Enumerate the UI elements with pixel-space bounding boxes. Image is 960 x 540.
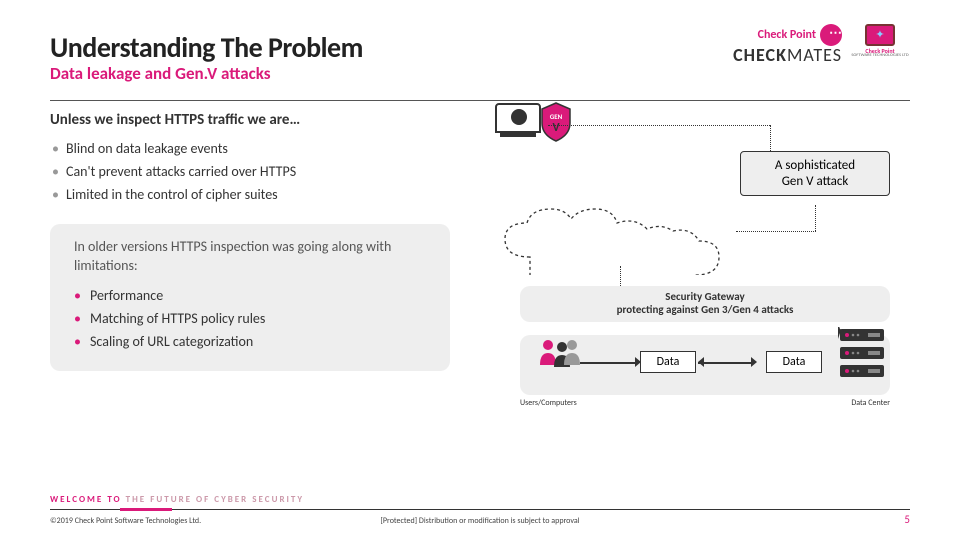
checkpoint-logo-sub: SOFTWARE TECHNOLOGIES LTD (850, 54, 910, 59)
bullet-list-1: Blind on data leakage events Can't preve… (52, 137, 450, 206)
checkmates-word1: CHECK (733, 44, 787, 66)
users-label: Users/Computers (520, 398, 577, 408)
arrowhead-2b (751, 357, 757, 367)
gateway-band: Security Gateway protecting against Gen … (520, 286, 890, 322)
lead-line: Unless we inspect HTTPS traffic we are… (50, 111, 450, 129)
page-number: 5 (904, 513, 910, 526)
attack-l2: Gen V attack (749, 174, 881, 190)
footer: WELCOME TO THE FUTURE OF CYBER SECURITY … (50, 494, 910, 526)
bullet2-a: Performance (74, 284, 432, 307)
bullet2-c: Scaling of URL categorization (74, 330, 432, 353)
diagram: GENV A sophisticated Gen V attack (460, 111, 910, 451)
cloud-icon (500, 207, 755, 275)
protected-note: [Protected] Distribution or modification… (380, 516, 579, 526)
slide-subtitle: Data leakage and Gen.V attacks (50, 63, 363, 84)
checkpoint-logo: Check Point SOFTWARE TECHNOLOGIES LTD (850, 24, 910, 59)
arrow-users-data (580, 362, 638, 364)
genv-badge-icon: GENV (538, 101, 574, 143)
speech-bubble-icon (820, 24, 842, 46)
checkpoint-logo-icon (865, 24, 895, 46)
title-block: Understanding The Problem Data leakage a… (50, 30, 363, 84)
dotted-v-attack (815, 205, 816, 231)
bullet1-c: Limited in the control of cipher suites (52, 183, 450, 206)
data-label-right: Data (766, 351, 822, 373)
datacenter-label: Data Center (851, 398, 890, 408)
checkmates-top-text: Check Point (758, 28, 816, 42)
arrow-data-data (698, 362, 754, 364)
dotted-line-top (548, 125, 770, 126)
bullet-list-2: Performance Matching of HTTPS policy rul… (74, 284, 432, 353)
tagline-1: WELCOME TO (50, 494, 122, 505)
slide: Understanding The Problem Data leakage a… (0, 0, 960, 540)
checkmates-word2: MATES (787, 44, 842, 66)
right-column: GENV A sophisticated Gen V attack (460, 111, 910, 451)
checkmates-logo: Check Point CHECKMATES (733, 24, 842, 64)
arrowhead-2a (698, 357, 704, 367)
attack-l1: A sophisticated (749, 158, 881, 174)
left-column: Unless we inspect HTTPS traffic we are… … (50, 111, 450, 451)
tagline-2: THE FUTURE OF CYBER SECURITY (126, 494, 304, 505)
datacenter-icon (838, 327, 886, 392)
logo-group: Check Point CHECKMATES Check Point SOFTW… (733, 24, 910, 64)
users-icon (536, 337, 580, 376)
bullet2-b: Matching of HTTPS policy rules (74, 307, 432, 330)
divider (50, 100, 910, 101)
body: Unless we inspect HTTPS traffic we are… … (50, 111, 910, 451)
arrowhead-1 (635, 357, 641, 367)
dotted-cloud-gw (620, 266, 621, 286)
data-label-left: Data (640, 351, 696, 373)
bullet1-a: Blind on data leakage events (52, 137, 450, 160)
tagline-underline (50, 509, 910, 510)
svg-text:V: V (552, 121, 560, 135)
svg-text:GEN: GEN (550, 112, 563, 121)
gateway-l2: protecting against Gen 3/Gen 4 attacks (617, 304, 794, 317)
grey-card: In older versions HTTPS inspection was g… (50, 224, 450, 371)
dotted-h-attack (736, 231, 816, 232)
header: Understanding The Problem Data leakage a… (50, 30, 910, 84)
attack-box: A sophisticated Gen V attack (740, 151, 890, 196)
slide-title: Understanding The Problem (50, 30, 363, 65)
grey-card-lead: In older versions HTTPS inspection was g… (74, 238, 432, 276)
tagline: WELCOME TO THE FUTURE OF CYBER SECURITY (50, 494, 910, 505)
dotted-v-top (770, 125, 771, 151)
bullet1-b: Can't prevent attacks carried over HTTPS (52, 160, 450, 183)
